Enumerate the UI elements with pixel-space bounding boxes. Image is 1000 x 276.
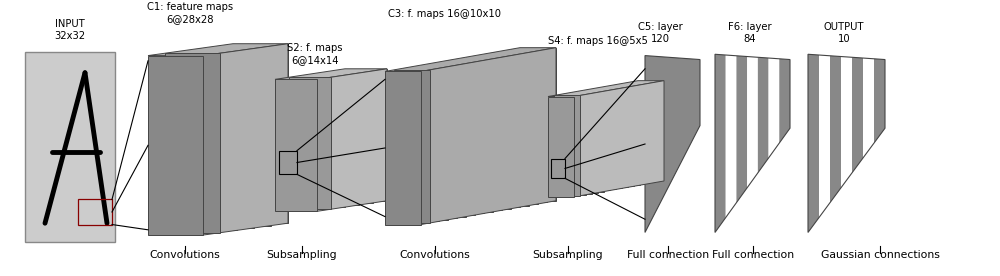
Bar xyxy=(331,71,373,203)
Text: S4: f. maps 16@5x5: S4: f. maps 16@5x5 xyxy=(548,36,648,46)
Bar xyxy=(385,71,421,225)
Polygon shape xyxy=(779,59,790,143)
Bar xyxy=(596,88,622,188)
Bar xyxy=(484,54,520,207)
Bar xyxy=(421,65,457,218)
Bar xyxy=(25,52,115,242)
Bar xyxy=(493,52,529,206)
Bar xyxy=(303,75,345,207)
Text: OUTPUT
10: OUTPUT 10 xyxy=(824,22,864,44)
Text: Convolutions: Convolutions xyxy=(150,250,220,260)
Polygon shape xyxy=(726,55,736,217)
Bar xyxy=(439,62,475,215)
Bar xyxy=(457,59,493,212)
Polygon shape xyxy=(574,81,664,197)
Polygon shape xyxy=(758,57,769,173)
Bar xyxy=(551,158,565,178)
Bar xyxy=(394,70,430,223)
Bar xyxy=(620,84,646,184)
Polygon shape xyxy=(385,48,556,71)
Polygon shape xyxy=(819,55,830,217)
Polygon shape xyxy=(317,69,387,211)
Text: Subsampling: Subsampling xyxy=(533,250,603,260)
Text: C1: feature maps
6@28x28: C1: feature maps 6@28x28 xyxy=(147,2,233,24)
Bar xyxy=(345,69,387,201)
Text: S2: f. maps
6@14x14: S2: f. maps 6@14x14 xyxy=(287,43,343,65)
Bar xyxy=(317,73,359,205)
Polygon shape xyxy=(874,59,885,143)
Text: Subsampling: Subsampling xyxy=(267,250,337,260)
Text: F6: layer
84: F6: layer 84 xyxy=(728,22,772,44)
Bar xyxy=(199,49,254,228)
Polygon shape xyxy=(747,57,758,188)
Polygon shape xyxy=(548,81,664,97)
Polygon shape xyxy=(736,56,747,203)
Bar xyxy=(602,87,628,187)
Bar xyxy=(275,79,317,211)
Polygon shape xyxy=(645,55,700,232)
Bar xyxy=(403,68,439,221)
Bar xyxy=(279,151,297,174)
Bar xyxy=(560,94,586,195)
Text: Convolutions: Convolutions xyxy=(400,250,470,260)
Bar xyxy=(608,86,634,186)
Polygon shape xyxy=(275,69,387,79)
Bar xyxy=(430,63,466,217)
Polygon shape xyxy=(203,44,288,235)
Text: Full connection: Full connection xyxy=(712,250,794,260)
Bar xyxy=(584,90,610,190)
Bar xyxy=(566,93,592,194)
Polygon shape xyxy=(863,58,874,158)
Text: C5: layer
120: C5: layer 120 xyxy=(638,22,682,44)
Text: INPUT
32x32: INPUT 32x32 xyxy=(54,20,86,41)
Polygon shape xyxy=(148,44,288,55)
Bar xyxy=(520,48,556,201)
Bar xyxy=(165,53,220,233)
Bar xyxy=(412,67,448,220)
Bar xyxy=(614,85,640,185)
Bar xyxy=(626,83,652,183)
Bar xyxy=(233,44,288,223)
Bar xyxy=(448,60,484,213)
Bar xyxy=(590,89,616,189)
Bar xyxy=(632,82,658,182)
Bar xyxy=(466,57,502,210)
Bar xyxy=(578,91,604,192)
Bar xyxy=(572,92,598,193)
Bar xyxy=(289,77,331,209)
Bar xyxy=(554,95,580,196)
Polygon shape xyxy=(808,54,819,232)
Bar xyxy=(148,55,203,235)
Bar xyxy=(216,46,271,225)
Polygon shape xyxy=(769,58,779,158)
Polygon shape xyxy=(841,57,852,188)
Bar xyxy=(182,51,237,230)
Bar xyxy=(475,55,511,209)
Polygon shape xyxy=(421,48,556,225)
Text: Gaussian connections: Gaussian connections xyxy=(821,250,939,260)
Bar xyxy=(638,81,664,181)
Polygon shape xyxy=(852,57,863,173)
Bar xyxy=(78,200,112,225)
Bar xyxy=(548,97,574,197)
Bar xyxy=(502,51,538,204)
Text: Full connection: Full connection xyxy=(627,250,709,260)
Polygon shape xyxy=(830,56,841,203)
Polygon shape xyxy=(715,54,726,232)
Bar xyxy=(511,49,547,202)
Text: C3: f. maps 16@10x10: C3: f. maps 16@10x10 xyxy=(388,9,502,19)
